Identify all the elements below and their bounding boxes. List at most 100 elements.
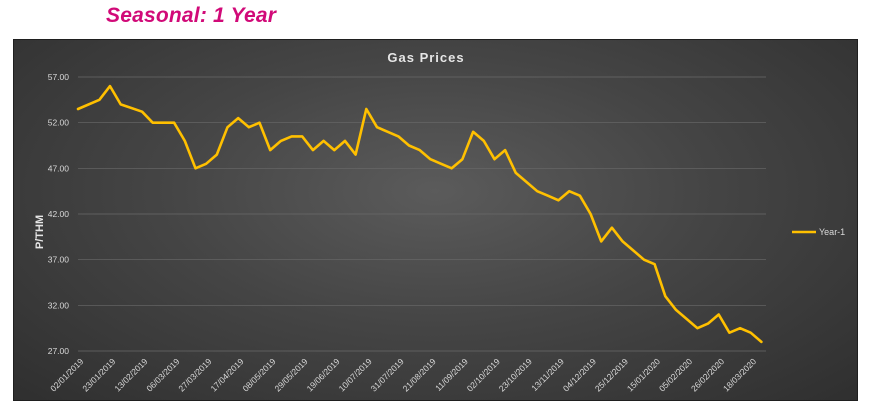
y-tick-label: 47.00 [48,163,70,173]
gas-prices-chart: Gas Prices P/THM 57.00 52.00 47.00 42.00 37.… [34,50,845,393]
data-point [461,158,464,161]
data-point [397,135,400,138]
legend-label: Year-1 [819,227,845,237]
data-point [632,249,635,252]
x-tick-label: 15/01/2020 [625,356,662,393]
x-axis-ticks: 02/01/201923/01/201913/02/201906/03/2019… [48,356,758,393]
chart-panel: Gas Prices P/THM 57.00 52.00 47.00 42.00 37.… [13,39,858,401]
data-point [301,135,304,138]
data-point [279,140,282,142]
data-point [482,140,485,142]
x-tick-label: 23/10/2019 [497,356,534,393]
data-point [450,167,453,170]
data-point [226,126,229,129]
x-tick-label: 18/03/2020 [721,356,758,393]
data-point [183,140,186,142]
data-point [247,126,250,129]
x-tick-label: 10/07/2019 [337,356,374,393]
chart-title: Gas Prices [387,50,464,65]
data-point [141,110,143,113]
data-point [376,126,378,129]
data-point [707,322,709,325]
y-tick-label: 27.00 [48,346,70,356]
y-axis-ticks: 57.00 52.00 47.00 42.00 37.00 32.00 27.00 [48,72,70,356]
data-point [525,181,528,183]
data-point [440,162,442,165]
data-point [98,98,101,101]
data-point [728,331,731,334]
data-point [322,140,325,142]
data-point [173,121,176,124]
data-point [408,144,410,147]
data-point [685,318,688,320]
data-point [386,130,389,133]
x-tick-label: 08/05/2019 [240,356,277,393]
x-tick-label: 25/12/2019 [593,356,630,393]
x-tick-label: 21/08/2019 [401,356,438,393]
y-tick-label: 57.00 [48,72,70,82]
data-point [749,331,752,334]
data-point [504,149,507,151]
data-point [568,190,571,193]
x-tick-label: 19/06/2019 [305,356,342,393]
data-point [312,149,314,151]
y-tick-label: 37.00 [48,255,70,265]
data-point [493,158,496,161]
data-point [664,295,667,298]
x-tick-label: 02/10/2019 [465,356,502,393]
x-tick-label: 06/03/2019 [144,356,181,393]
x-tick-label: 31/07/2019 [369,356,406,393]
data-point [739,327,741,330]
data-point [675,309,677,311]
data-point [215,153,218,156]
data-point [429,158,432,161]
x-tick-label: 26/02/2020 [689,356,726,393]
data-point [760,340,763,343]
data-point [77,108,79,110]
x-tick-label: 27/03/2019 [176,356,213,393]
data-point [621,240,624,243]
y-tick-label: 32.00 [48,300,70,310]
data-point [237,117,240,119]
data-point [109,85,111,88]
data-point [546,194,549,197]
data-point [205,162,208,165]
data-point [514,172,517,174]
data-point [194,167,197,170]
data-point [151,121,154,124]
x-tick-label: 02/01/2019 [48,356,85,393]
data-point [290,135,293,138]
data-point [119,103,122,106]
data-point [557,199,560,202]
data-point [589,213,592,215]
data-point [333,149,336,151]
data-point [418,149,421,151]
x-tick-label: 05/02/2020 [657,356,694,393]
data-point [653,263,656,266]
data-point [696,327,699,330]
y-tick-label: 42.00 [48,209,70,219]
series-layer [76,84,763,344]
gridlines [78,76,766,352]
page-heading: Seasonal: 1 Year [106,4,277,27]
series-line-year-1 [76,84,763,344]
data-point [643,258,645,261]
data-point [611,226,613,229]
data-point [365,108,368,110]
data-point [536,190,539,193]
data-point [344,140,346,142]
x-tick-label: 29/05/2019 [273,356,310,393]
data-point [258,121,261,124]
y-axis-label: P/THM [34,215,46,249]
data-point [269,149,272,151]
y-tick-label: 52.00 [48,118,70,128]
data-point [472,130,475,133]
data-point [600,240,603,243]
x-tick-label: 13/02/2019 [112,356,149,393]
data-point [717,313,720,316]
x-tick-label: 17/04/2019 [208,356,245,393]
x-tick-label: 23/01/2019 [80,356,117,393]
data-point [354,153,357,156]
x-tick-label: 04/12/2019 [561,356,598,393]
data-point [578,194,581,197]
